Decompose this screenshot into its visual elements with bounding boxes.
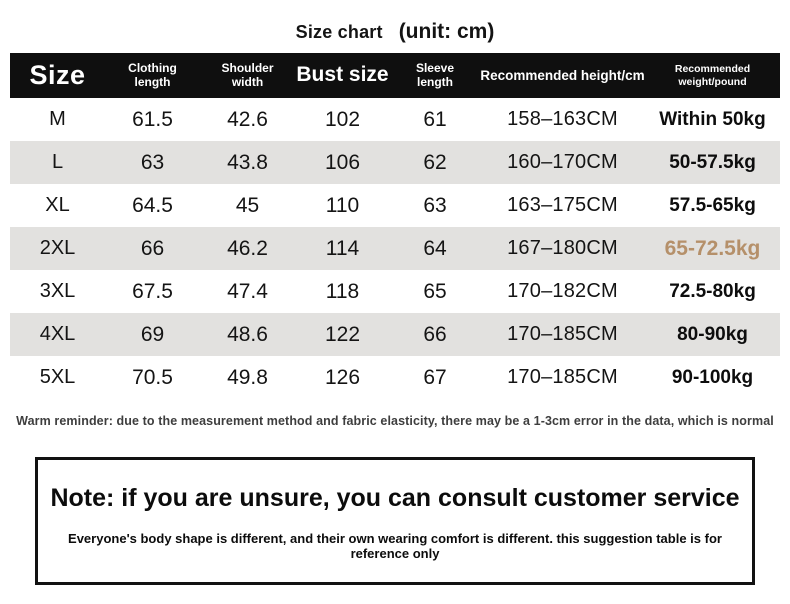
cell-bust: 114 [325,236,360,260]
cell-height: 170–185CM [507,366,618,388]
cell-size: 2XL [39,237,76,259]
cell-sleeve-length: 61 [423,107,447,131]
cell-height: 167–180CM [507,237,618,259]
cell-bust: 122 [324,322,361,346]
cell-sleeve-length: 62 [423,150,447,174]
cell-bust: 106 [324,150,361,174]
cell-weight: 90-100kg [671,366,754,388]
header-row: Size Clothing length Shoulder width Bust… [10,53,780,98]
cell-bust: 118 [325,279,360,303]
cell-weight: 57.5-65kg [669,194,756,216]
note-subtext: Everyone's body shape is different, and … [68,531,722,562]
unit-label: (unit: cm) [398,20,495,43]
table-row-4xl: 4XL 69 48.6 122 66 170–185CM 80-90kg [10,313,780,356]
cell-clothing-length: 70.5 [132,365,173,389]
cell-shoulder-width: 43.8 [227,150,268,174]
cell-size: 4XL [39,323,76,345]
table-body: M 61.5 42.6 102 61 158–163CM Within 50kg… [10,98,780,399]
cell-sleeve-length: 64 [423,236,447,260]
table-row-2xl: 2XL 66 46.2 114 64 167–180CM 65-72.5kg [10,227,780,270]
table-row-l: L 63 43.8 106 62 160–170CM 50-57.5kg [10,141,780,184]
cell-sleeve-length: 67 [423,365,447,389]
cell-height: 170–182CM [507,280,618,302]
cell-shoulder-width: 47.4 [227,279,268,303]
cell-sleeve-length: 66 [423,322,447,346]
cell-weight: 72.5-80kg [669,280,756,302]
header-sleeve-length: Sleeve length [415,60,455,89]
cell-shoulder-width: 49.8 [227,365,268,389]
page-title: Size chart [295,22,383,42]
cell-shoulder-width: 42.6 [227,107,268,131]
table-row-3xl: 3XL 67.5 47.4 118 65 170–182CM 72.5-80kg [10,270,780,313]
cell-size: 3XL [39,280,76,302]
note-heading: Note: if you are unsure, you can consult… [50,484,740,512]
header-bust-size: Bust size [296,63,389,87]
cell-height: 163–175CM [507,194,618,216]
cell-bust: 110 [325,193,360,217]
size-chart-table: Size Clothing length Shoulder width Bust… [10,53,780,399]
note-box: Note: if you are unsure, you can consult… [35,457,755,586]
cell-height: 158–163CM [507,108,618,130]
chart-title-row: Size chart (unit: cm) [0,0,790,53]
cell-sleeve-length: 63 [423,193,447,217]
cell-weight: Within 50kg [659,108,766,130]
cell-size: XL [45,194,70,216]
cell-shoulder-width: 46.2 [227,236,268,260]
table-header: Size Clothing length Shoulder width Bust… [10,53,780,98]
cell-shoulder-width: 45 [235,193,260,217]
cell-bust: 102 [324,107,361,131]
cell-clothing-length: 63 [140,150,165,174]
cell-clothing-length: 61.5 [132,107,173,131]
header-clothing-length: Clothing length [128,60,177,89]
cell-height: 170–185CM [507,323,618,345]
cell-weight: 80-90kg [677,323,748,345]
table-row-m: M 61.5 42.6 102 61 158–163CM Within 50kg [10,98,780,141]
header-recommended-height: Recommended height/cm [480,67,645,83]
warm-reminder-text: Warm reminder: due to the measurement me… [16,414,774,428]
cell-weight-highlighted: 65-72.5kg [664,236,761,260]
cell-bust: 126 [324,365,361,389]
cell-clothing-length: 69 [140,322,165,346]
table-row-xl: XL 64.5 45 110 63 163–175CM 57.5-65kg [10,184,780,227]
table-row-5xl: 5XL 70.5 49.8 126 67 170–185CM 90-100kg [10,356,780,399]
cell-weight: 50-57.5kg [669,151,756,173]
header-recommended-weight: Recommended weight/pound [674,63,751,88]
cell-clothing-length: 67.5 [132,279,173,303]
cell-size: M [49,108,66,130]
cell-size: 5XL [39,366,76,388]
cell-height: 160–170CM [507,151,618,173]
cell-clothing-length: 64.5 [132,193,173,217]
cell-size: L [51,151,64,173]
cell-shoulder-width: 48.6 [227,322,268,346]
header-size: Size [29,59,86,90]
cell-sleeve-length: 65 [423,279,447,303]
header-shoulder-width: Shoulder width [221,60,274,89]
cell-clothing-length: 66 [140,236,165,260]
